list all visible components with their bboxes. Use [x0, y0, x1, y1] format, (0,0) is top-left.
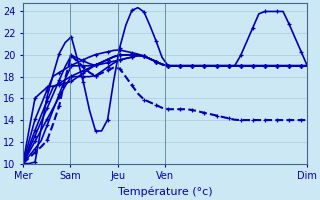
X-axis label: Température (°c): Température (°c)	[118, 187, 212, 197]
